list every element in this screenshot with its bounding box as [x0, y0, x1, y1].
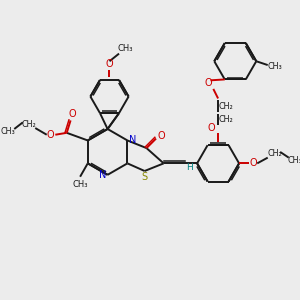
- Text: CH₃: CH₃: [0, 128, 15, 136]
- Text: S: S: [142, 172, 148, 182]
- Text: CH₂: CH₂: [21, 120, 36, 129]
- Text: CH₂: CH₂: [267, 149, 282, 158]
- Text: O: O: [205, 78, 212, 88]
- Text: O: O: [250, 158, 257, 168]
- Text: O: O: [69, 109, 76, 119]
- Text: CH₂: CH₂: [218, 102, 233, 111]
- Text: O: O: [47, 130, 54, 140]
- Text: H: H: [186, 163, 193, 172]
- Text: O: O: [106, 59, 113, 69]
- Text: N: N: [128, 136, 136, 146]
- Text: CH₃: CH₃: [72, 180, 88, 189]
- Text: CH₃: CH₃: [287, 156, 300, 165]
- Text: CH₂: CH₂: [218, 115, 233, 124]
- Text: O: O: [157, 131, 165, 141]
- Text: O: O: [208, 123, 215, 133]
- Text: N: N: [99, 170, 106, 180]
- Text: CH₃: CH₃: [117, 44, 133, 53]
- Text: CH₃: CH₃: [268, 62, 283, 71]
